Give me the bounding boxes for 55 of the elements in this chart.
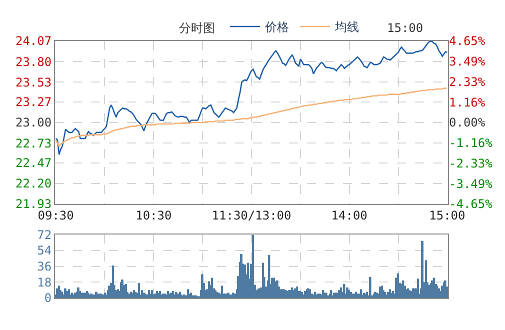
y-tick-label: 0	[44, 291, 52, 306]
y2-tick-label: 2.33%	[449, 74, 486, 89]
legend-label: 价格	[264, 20, 289, 34]
bar	[322, 290, 324, 298]
bar	[369, 276, 372, 298]
y2-tick-label: 0.00%	[449, 116, 486, 130]
y-tick-label: 23.27	[15, 95, 52, 110]
bar	[397, 273, 399, 298]
bar	[268, 254, 270, 298]
y-tick-label: 22.20	[15, 176, 52, 191]
bar	[343, 284, 346, 298]
bar	[64, 288, 66, 298]
y2-tick-label: -2.33%	[449, 156, 494, 171]
bar	[247, 262, 249, 298]
y-tick-label: 24.07	[15, 34, 52, 48]
x-tick-label: 14:00	[331, 208, 368, 222]
bar	[421, 240, 424, 298]
y2-tick-label: 1.16%	[449, 95, 486, 110]
y-tick-label: 22.47	[15, 156, 52, 170]
bar	[172, 290, 174, 298]
text: 15:00	[387, 21, 424, 35]
bar	[159, 290, 161, 298]
line-series	[55, 88, 448, 147]
bar	[190, 292, 192, 298]
bar	[167, 290, 170, 298]
y-tick-label: 23.80	[15, 54, 52, 69]
bar	[201, 274, 204, 298]
bar	[77, 287, 80, 298]
y-tick-label: 23.53	[15, 75, 52, 90]
legend-label: 均线	[334, 20, 359, 34]
y-tick-label: 22.73	[15, 136, 52, 150]
bar	[211, 278, 214, 298]
y2-tick-label: -3.49%	[449, 176, 494, 191]
bar	[221, 286, 223, 298]
bar	[56, 288, 58, 298]
bar	[433, 278, 435, 298]
y2-tick-label: 3.49%	[449, 54, 486, 69]
bar	[146, 294, 148, 298]
y-tick-label: 36	[37, 260, 52, 274]
y-tick-label: 18	[37, 275, 52, 290]
bar	[330, 290, 332, 298]
bar	[402, 280, 404, 298]
bar	[389, 289, 391, 298]
y2-tick-label: 4.65%	[449, 34, 486, 48]
y-tick-label: 72	[37, 228, 52, 242]
bar	[208, 281, 210, 298]
x-tick-label: 11:30/13:00	[212, 208, 292, 222]
bar	[340, 287, 342, 298]
x-tick-label: 10:30	[136, 208, 172, 222]
y-tick-label: 23.00	[15, 116, 52, 130]
y2-tick-label: -1.16%	[449, 136, 494, 150]
y-tick-label: 54	[37, 244, 52, 258]
bar	[149, 294, 152, 298]
chart-subtitle: 分时图	[179, 21, 215, 35]
line-series	[55, 41, 448, 156]
